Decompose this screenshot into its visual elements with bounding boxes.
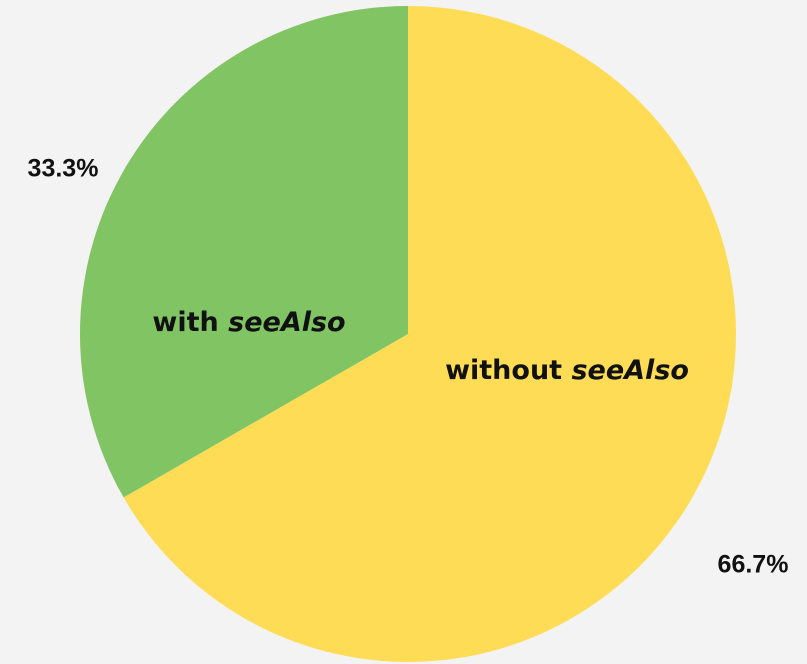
labels-layer: without seeAlso 66.7% with seeAlso 33.3% xyxy=(28,155,789,579)
pie-slice-0 xyxy=(123,5,737,662)
slice-name-plain: with xyxy=(152,307,228,338)
slice-value-label-1: 33.3% xyxy=(28,155,99,183)
pie-slice-1 xyxy=(80,6,409,498)
slice-name-emphasis: seeAlso xyxy=(571,355,688,386)
slice-name-label-1: with seeAlso xyxy=(152,307,345,338)
slice-name-label-0: without seeAlso xyxy=(445,355,689,386)
slice-value-label-0: 66.7% xyxy=(718,551,789,579)
slice-name-plain: without xyxy=(445,355,571,386)
slices-layer xyxy=(80,5,737,662)
slice-name-emphasis: seeAlso xyxy=(228,307,345,338)
